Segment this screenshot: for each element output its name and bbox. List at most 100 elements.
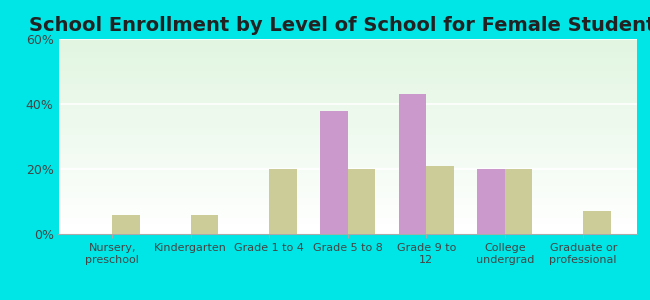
Bar — [58, 108, 637, 109]
Bar — [58, 126, 637, 127]
Bar — [58, 188, 637, 189]
Bar — [58, 87, 637, 88]
Bar — [58, 169, 637, 170]
Bar — [58, 177, 637, 178]
Bar — [58, 77, 637, 78]
Bar — [58, 82, 637, 83]
Bar — [58, 40, 637, 41]
Bar — [58, 221, 637, 222]
Bar — [58, 217, 637, 218]
Bar — [58, 174, 637, 175]
Bar — [58, 97, 637, 98]
Bar — [58, 224, 637, 225]
Bar — [58, 117, 637, 118]
Bar — [58, 207, 637, 208]
Bar — [58, 46, 637, 47]
Bar — [58, 189, 637, 190]
Bar — [58, 228, 637, 229]
Bar — [58, 81, 637, 82]
Bar — [58, 152, 637, 153]
Bar — [58, 175, 637, 176]
Bar — [58, 111, 637, 112]
Bar — [58, 53, 637, 54]
Bar — [58, 114, 637, 115]
Bar — [58, 107, 637, 108]
Bar — [58, 190, 637, 191]
Bar — [58, 58, 637, 59]
Bar — [58, 96, 637, 97]
Bar — [58, 148, 637, 149]
Bar — [58, 142, 637, 143]
Bar — [58, 216, 637, 217]
Bar — [58, 103, 637, 104]
Bar — [58, 116, 637, 117]
Bar — [58, 60, 637, 61]
Bar — [58, 153, 637, 154]
Bar — [58, 95, 637, 96]
Bar — [58, 68, 637, 69]
Bar — [58, 83, 637, 84]
Bar — [58, 167, 637, 168]
Bar — [58, 233, 637, 234]
Bar — [58, 222, 637, 223]
Bar — [58, 49, 637, 50]
Bar — [58, 161, 637, 162]
Bar — [58, 85, 637, 86]
Bar — [58, 140, 637, 141]
Bar — [58, 229, 637, 230]
Bar — [58, 40, 637, 41]
Bar — [58, 141, 637, 142]
Bar — [426, 166, 454, 234]
Bar — [58, 130, 637, 131]
Bar — [58, 203, 637, 204]
Bar — [58, 155, 637, 156]
Bar — [58, 124, 637, 125]
Bar — [398, 94, 426, 234]
Bar — [58, 143, 637, 144]
Bar — [269, 169, 297, 234]
Bar — [58, 86, 637, 87]
Bar — [58, 85, 637, 86]
Bar — [58, 137, 637, 138]
Bar — [58, 120, 637, 121]
Bar — [58, 43, 637, 44]
Bar — [58, 66, 637, 67]
Bar — [58, 51, 637, 52]
Bar — [58, 210, 637, 211]
Bar — [58, 92, 637, 93]
Bar — [58, 57, 637, 58]
Bar — [58, 39, 637, 40]
Bar — [58, 165, 637, 166]
Bar — [58, 127, 637, 128]
Bar — [58, 113, 637, 114]
Bar — [58, 118, 637, 119]
Bar — [58, 166, 637, 167]
Bar — [58, 159, 637, 160]
Bar — [477, 169, 505, 234]
Bar — [58, 138, 637, 139]
Bar — [320, 110, 348, 234]
Bar — [348, 169, 375, 234]
Bar — [58, 82, 637, 83]
Bar — [58, 42, 637, 43]
Bar — [58, 125, 637, 126]
Bar — [58, 59, 637, 60]
Bar — [58, 163, 637, 164]
Bar — [58, 121, 637, 122]
Bar — [58, 223, 637, 224]
Bar — [58, 198, 637, 199]
Bar — [58, 213, 637, 214]
Bar — [58, 89, 637, 90]
Bar — [58, 139, 637, 140]
Bar — [58, 65, 637, 66]
Bar — [58, 196, 637, 197]
Bar — [58, 158, 637, 159]
Bar — [58, 211, 637, 212]
Bar — [58, 192, 637, 193]
Bar — [58, 69, 637, 70]
Bar — [58, 204, 637, 205]
Bar — [58, 179, 637, 180]
Bar — [58, 119, 637, 120]
Bar — [58, 168, 637, 169]
Bar — [58, 206, 637, 207]
